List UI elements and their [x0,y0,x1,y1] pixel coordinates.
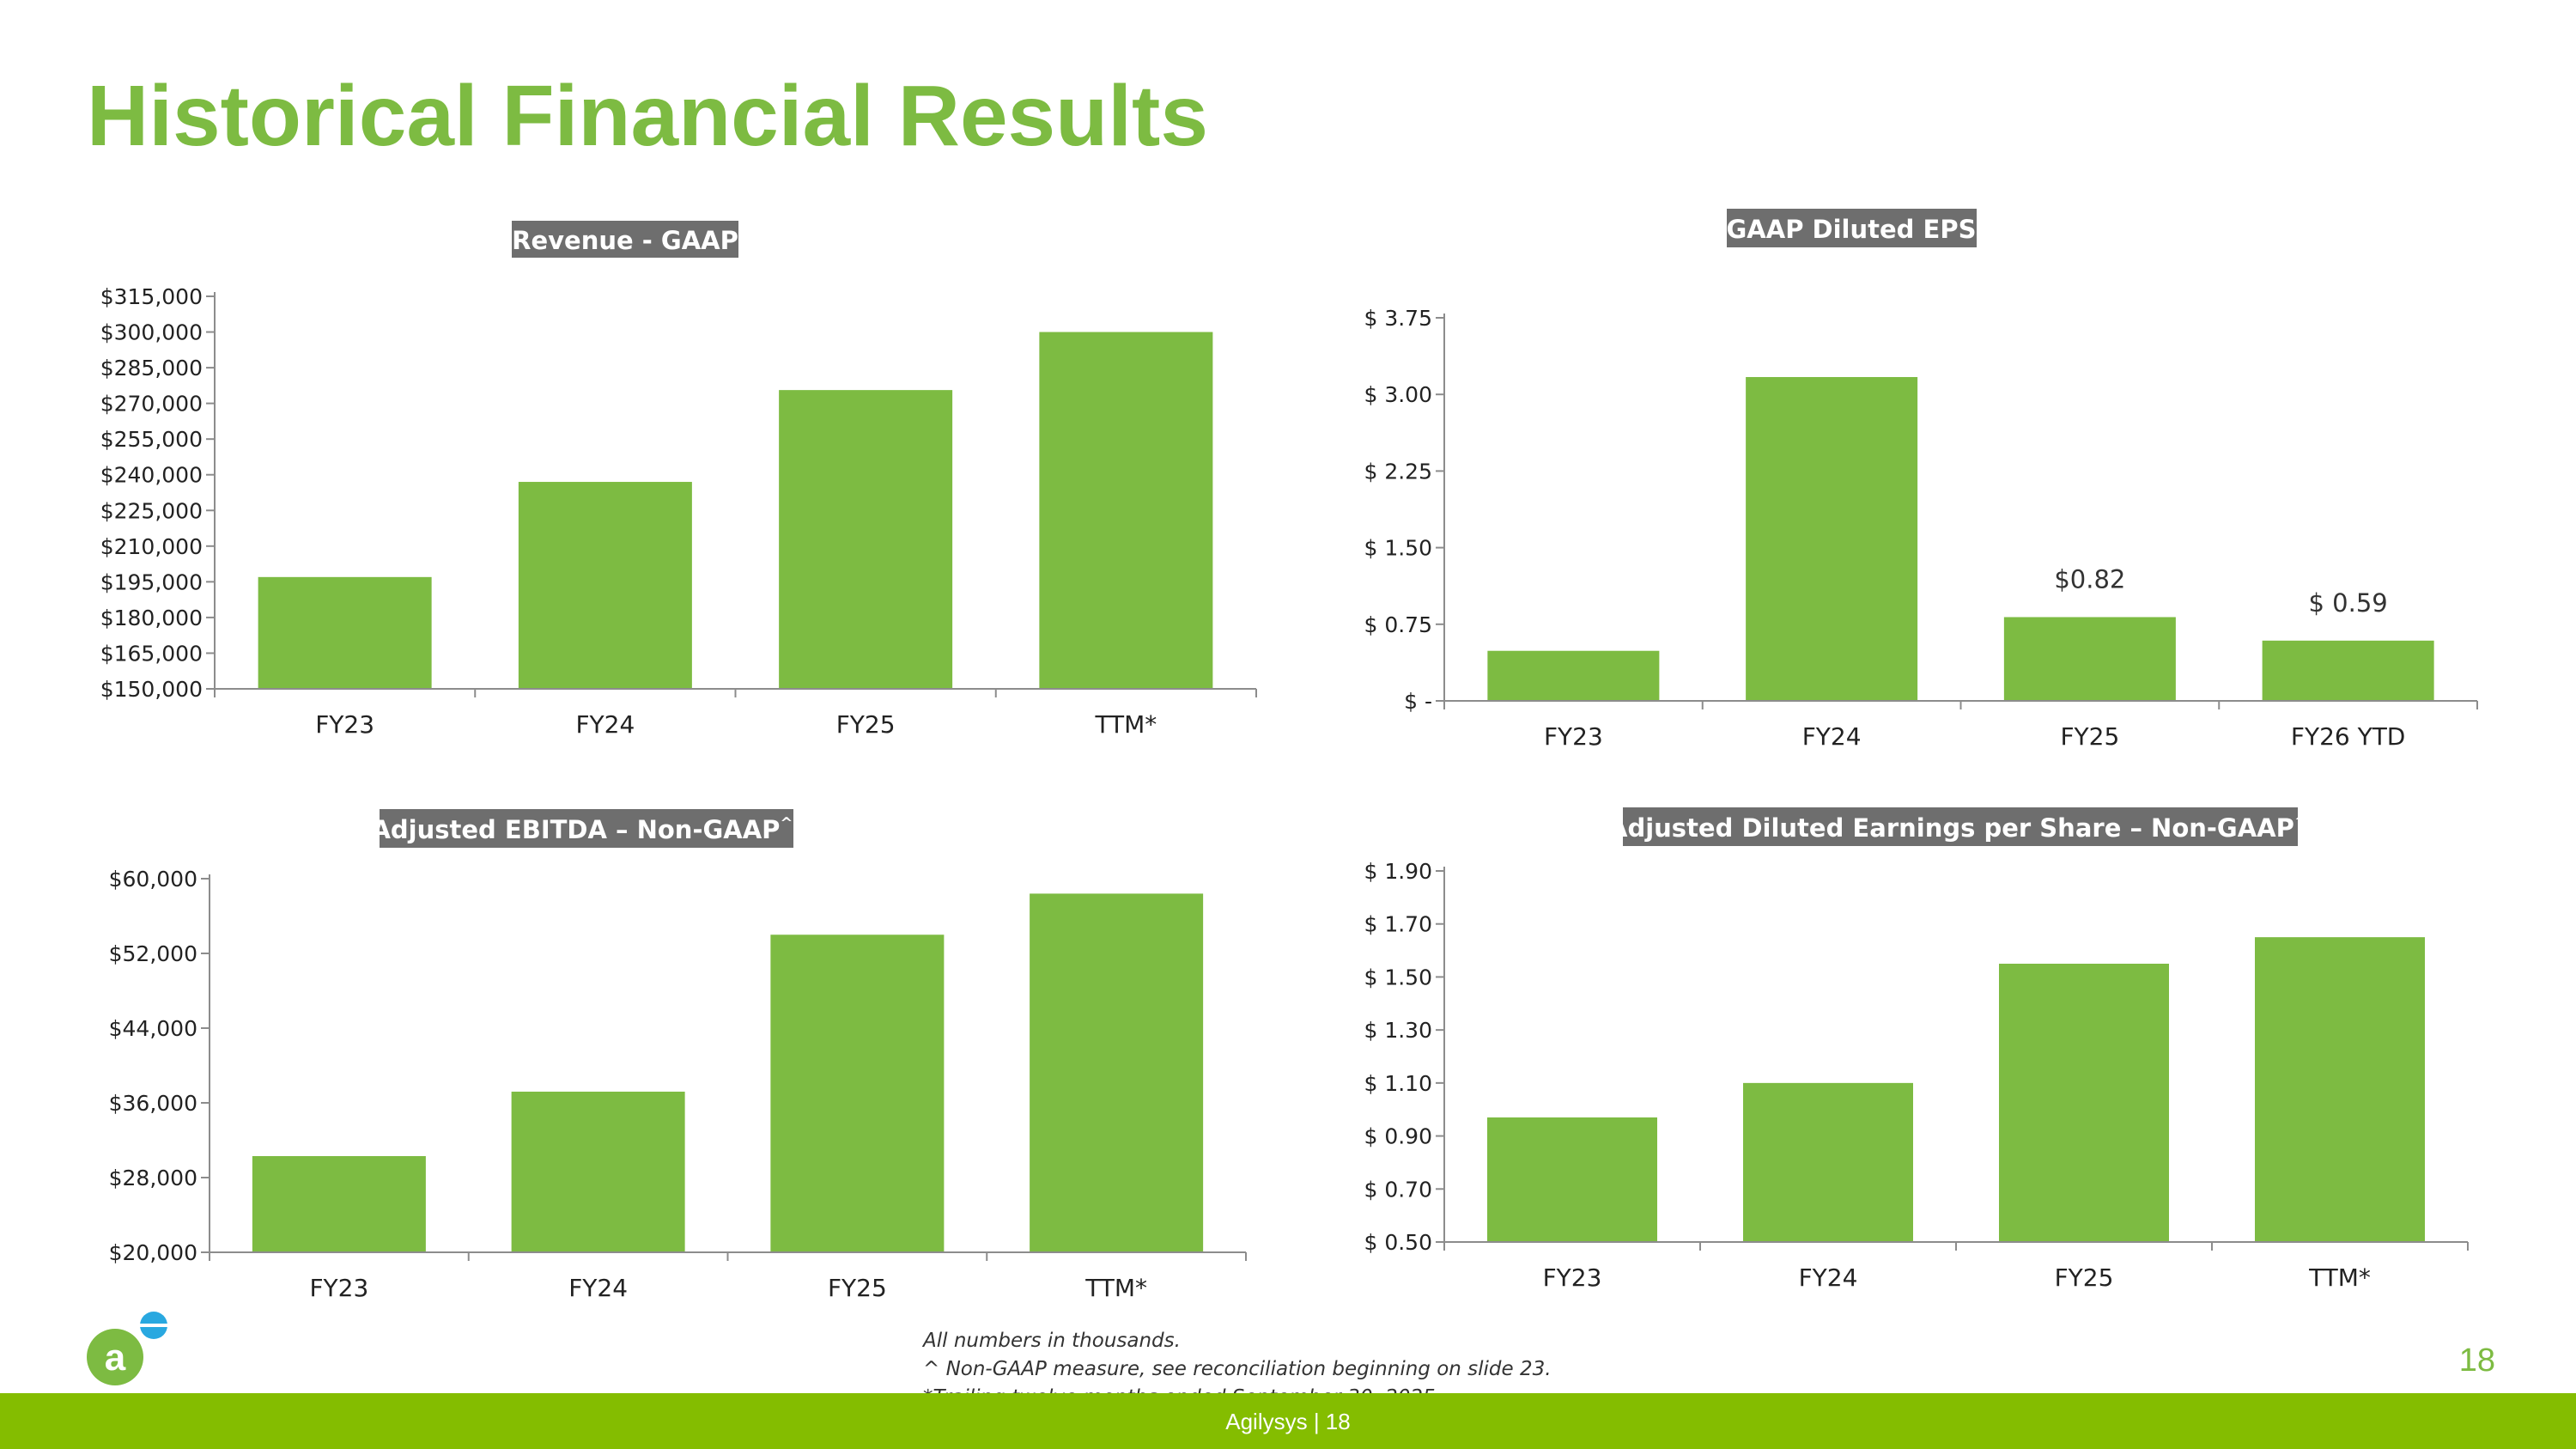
adj-eps-category-label: FY24 [1799,1263,1858,1292]
revenue-y-tick-label: $165,000 [100,641,203,666]
adj-eps-y-tick-label: $ 1.10 [1364,1071,1432,1096]
revenue-category-label: FY24 [575,710,635,739]
eps-bar [1746,376,1918,701]
ebitda-bar [252,1155,426,1252]
logo-blue-dot-stripe [140,1324,167,1327]
ebitda-category-label: FY23 [309,1274,368,1302]
adj-eps-bar [1487,1117,1657,1242]
adj-eps-category-label: TTM* [2308,1263,2371,1292]
ebitda-y-tick-label: $28,000 [109,1166,197,1190]
eps-category-label: FY25 [2060,722,2119,751]
ebitda-title-box: Adjusted EBITDA – Non-GAAP^ [371,809,793,848]
eps-y-tick-label: $ 1.50 [1364,536,1432,561]
ebitda-y-tick-label: $44,000 [109,1016,197,1041]
ebitda-y-tick-label: $20,000 [109,1240,197,1265]
adj-eps-y-tick-label: $ 1.30 [1364,1018,1432,1043]
adj-eps-category-label: FY25 [2055,1263,2114,1292]
revenue-y-tick-label: $315,000 [100,284,203,309]
eps-y-tick-label: $ 2.25 [1364,459,1432,484]
eps-title-bg [1727,209,1977,247]
eps-category-label: FY23 [1544,722,1603,751]
eps-title-box: GAAP Diluted EPS [1727,209,1977,247]
eps-bar [2262,640,2434,701]
revenue-y-tick-label: $300,000 [100,320,203,345]
revenue-category-label: FY25 [836,710,896,739]
page-title: Historical Financial Results [87,68,1208,164]
eps-y-tick-label: $ 3.00 [1364,382,1432,407]
revenue-y-tick-label: $195,000 [100,569,203,594]
revenue-title: Revenue - GAAP [512,226,738,255]
adj-eps-title-box: Adjusted Diluted Earnings per Share – No… [1608,807,2307,846]
eps-y-tick-label: $ - [1404,689,1432,714]
revenue-y-tick-label: $285,000 [100,356,203,381]
footer-bar [0,1393,2576,1449]
revenue-bar [779,390,953,689]
eps-data-label: $ 0.59 [2309,588,2388,618]
eps-y-tick-label: $ 3.75 [1364,306,1432,331]
adj-eps-title-bg [1623,807,2298,846]
adj-eps-bar [1743,1082,1913,1242]
adj-eps-y-tick-label: $ 0.90 [1364,1124,1432,1149]
ebitda-y-tick-label: $36,000 [109,1091,197,1116]
ebitda-bar [1030,893,1204,1252]
eps-title: GAAP Diluted EPS [1727,215,1977,244]
adj-eps-y-tick-label: $ 1.70 [1364,912,1432,937]
footer-text: Agilysys | 18 [1225,1409,1351,1434]
revenue-bar [518,482,692,689]
ebitda-category-label: TTM* [1084,1274,1147,1302]
svg-text:Adjusted Diluted Earnings per: Adjusted Diluted Earnings per Share – No… [1608,813,2307,843]
ebitda-category-label: FY25 [828,1274,887,1302]
logo-letter: a [105,1336,126,1379]
adj-eps-title-sup: ^ [2294,813,2307,831]
revenue-bar [1039,332,1213,689]
ebitda-title-sup: ^ [780,814,793,832]
revenue-y-tick-label: $270,000 [100,392,203,417]
revenue-category-label: FY23 [315,710,374,739]
ebitda-title-bg [380,809,793,848]
revenue-bar [258,576,432,689]
svg-text:Adjusted EBITDA – Non-GAAP^: Adjusted EBITDA – Non-GAAP^ [371,814,793,844]
eps-y-tick-label: $ 0.75 [1364,612,1432,637]
revenue-y-tick-label: $240,000 [100,463,203,488]
eps-bar [1487,650,1660,701]
ebitda-category-label: FY24 [568,1274,628,1302]
revenue-y-tick-label: $210,000 [100,534,203,559]
footnote-1: All numbers in thousands. [923,1330,1181,1352]
page-number: 18 [2458,1342,2495,1379]
adj-eps-y-tick-label: $ 0.70 [1364,1177,1432,1202]
logo-green-circle [87,1329,143,1385]
footnote-2: ^ Non-GAAP measure, see reconciliation b… [923,1358,1552,1380]
eps-data-label: $0.82 [2054,564,2125,594]
eps-category-label: FY26 YTD [2291,722,2406,751]
adj-eps-y-tick-label: $ 1.90 [1364,859,1432,884]
revenue-category-label: TTM* [1094,710,1157,739]
adj-eps-category-label: FY23 [1543,1263,1602,1292]
eps-bar [2003,617,2176,701]
revenue-y-tick-label: $150,000 [100,677,203,702]
ebitda-bar [511,1091,685,1252]
revenue-y-tick-label: $255,000 [100,427,203,452]
eps-category-label: FY24 [1802,722,1862,751]
revenue-title-bg [512,221,738,258]
adj-eps-bar [1999,964,2169,1242]
adj-eps-y-tick-label: $ 0.50 [1364,1230,1432,1255]
ebitda-y-tick-label: $60,000 [109,867,197,892]
ebitda-y-tick-label: $52,000 [109,941,197,966]
ebitda-bar [770,935,945,1252]
revenue-title-box: Revenue - GAAP [512,221,738,258]
revenue-y-tick-label: $180,000 [100,606,203,630]
revenue-y-tick-label: $225,000 [100,498,203,523]
ebitda-title: Adjusted EBITDA – Non-GAAP [371,815,780,844]
adj-eps-bar [2255,937,2425,1242]
agilysys-logo: a [87,1312,167,1385]
adj-eps-title: Adjusted Diluted Earnings per Share – No… [1608,813,2294,843]
adj-eps-y-tick-label: $ 1.50 [1364,965,1432,989]
